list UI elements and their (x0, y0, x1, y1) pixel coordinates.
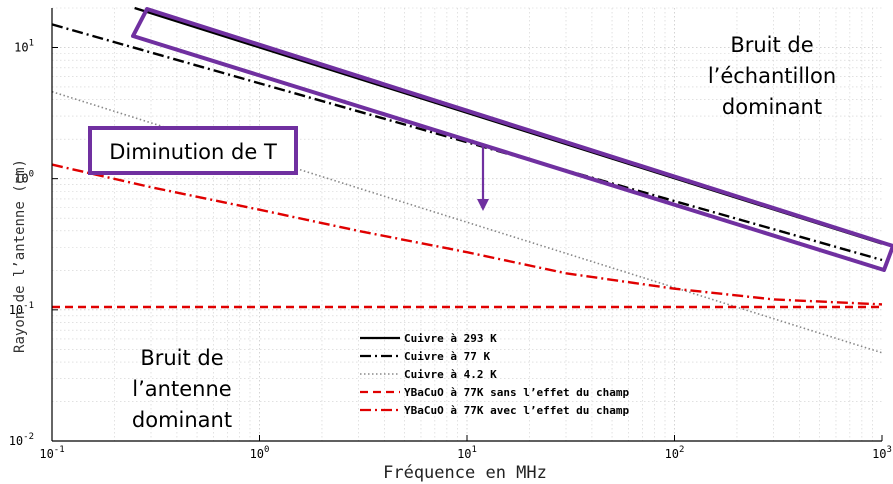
down-arrow-head (477, 199, 489, 211)
x-tick-label: 103 (872, 445, 892, 461)
legend-entry: Cuivre à 293 K (404, 332, 497, 345)
antenna-noise-label: dominant (132, 408, 232, 432)
legend-entry: Cuivre à 4.2 K (404, 368, 497, 381)
sample-noise-label: Bruit de (730, 33, 813, 57)
series-line-2 (51, 23, 883, 262)
grid (51, 7, 882, 442)
temperature-box (88, 126, 298, 175)
legend: Cuivre à 293 K Cuivre à 77 K Cuivre à 4.2 … (360, 332, 630, 417)
y-tick-label: 101 (14, 38, 34, 54)
y-tick-label: 10-2 (9, 432, 34, 448)
legend-entry: Cuivre à 77 K (404, 350, 490, 363)
x-tick-label: 100 (250, 445, 270, 461)
annotations: Diminution de T Bruit de l’échantillon domi… (88, 7, 893, 432)
temperature-box-label: Diminution de T (109, 140, 277, 164)
x-tick-label: 10-1 (39, 445, 64, 461)
sample-noise-label: dominant (722, 95, 822, 119)
y-axis-label: Rayon de l’antenne (cm) (12, 159, 28, 353)
x-tick-label: 101 (457, 445, 477, 461)
series-line-5 (51, 163, 883, 306)
sample-noise-label: l’échantillon (708, 64, 836, 88)
legend-entry: YBaCuO à 77K sans l’effet du champ (404, 386, 630, 399)
x-axis-label: Fréquence en MHz (383, 463, 547, 483)
highlight-box-sample-curve (131, 7, 893, 272)
legend-entry: YBaCuO à 77K avec l’effet du champ (404, 404, 630, 417)
antenna-noise-label: l’antenne (132, 377, 231, 401)
x-tick-label: 102 (665, 445, 685, 461)
antenna-noise-label: Bruit de (140, 346, 223, 370)
